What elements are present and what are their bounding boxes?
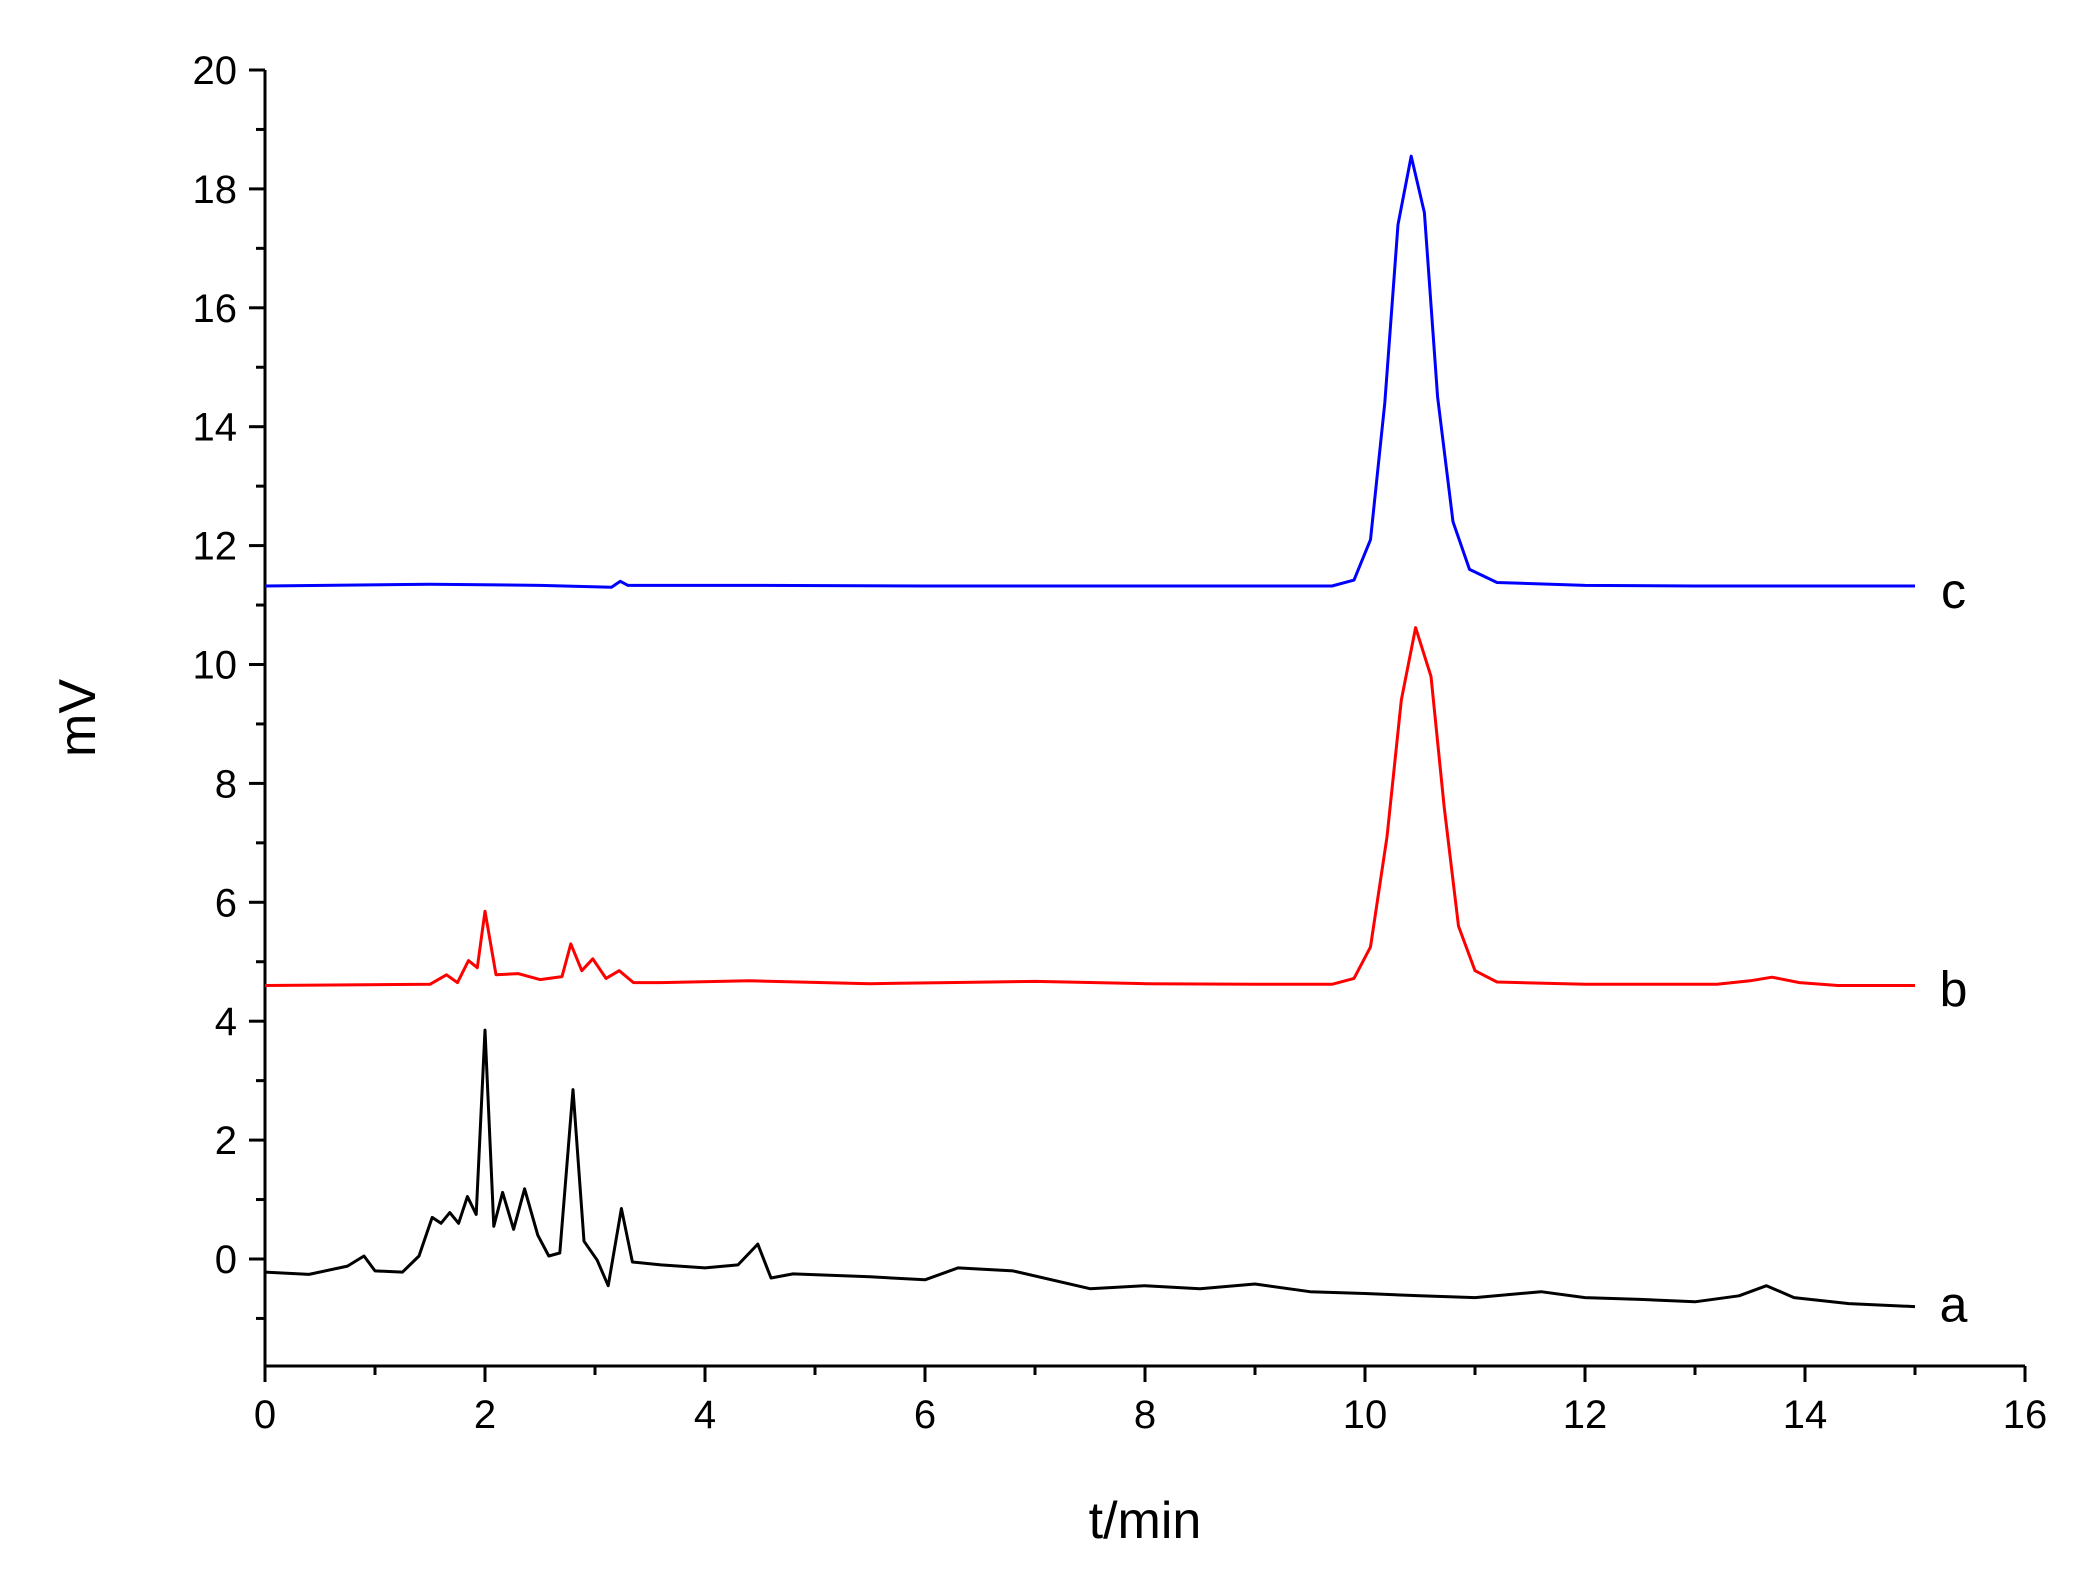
x-tick-label: 6 xyxy=(914,1393,936,1437)
y-tick-label: 14 xyxy=(193,406,238,450)
y-tick-label: 20 xyxy=(193,49,238,93)
y-tick-label: 2 xyxy=(215,1119,237,1163)
x-tick-label: 0 xyxy=(254,1393,276,1437)
x-tick-label: 12 xyxy=(1563,1393,1608,1437)
y-tick-label: 6 xyxy=(215,881,237,925)
y-tick-label: 12 xyxy=(193,525,238,569)
series-b-line xyxy=(264,626,1915,987)
x-tick-label: 8 xyxy=(1134,1393,1156,1437)
y-tick-label: 4 xyxy=(215,1000,237,1044)
x-tick-label: 14 xyxy=(1783,1393,1828,1437)
series-label-a: a xyxy=(1940,1277,1968,1333)
y-tick-label: 8 xyxy=(215,762,237,806)
y-tick-label: 10 xyxy=(193,643,238,687)
y-axis-title: mV xyxy=(49,679,107,757)
series-c-line xyxy=(264,154,1915,589)
series-label-c: c xyxy=(1941,563,1966,619)
y-tick-label: 0 xyxy=(215,1238,237,1282)
x-axis-title: t/min xyxy=(1089,1492,1202,1550)
x-tick-label: 2 xyxy=(474,1393,496,1437)
series-label-b: b xyxy=(1940,961,1968,1017)
x-tick-label: 16 xyxy=(2003,1393,2048,1437)
series-labels: a b c xyxy=(1940,563,1968,1332)
series-a-line xyxy=(264,1028,1916,1309)
y-axis: 0 2 4 6 8 10 12 14 16 18 20 xyxy=(193,49,267,1366)
x-tick-label: 4 xyxy=(694,1393,716,1437)
x-axis: 0 2 4 6 8 10 12 14 16 xyxy=(254,1364,2048,1437)
series-layer xyxy=(264,154,1916,1309)
y-tick-label: 18 xyxy=(193,168,238,212)
y-tick-label: 16 xyxy=(193,287,238,331)
x-tick-label: 10 xyxy=(1343,1393,1388,1437)
